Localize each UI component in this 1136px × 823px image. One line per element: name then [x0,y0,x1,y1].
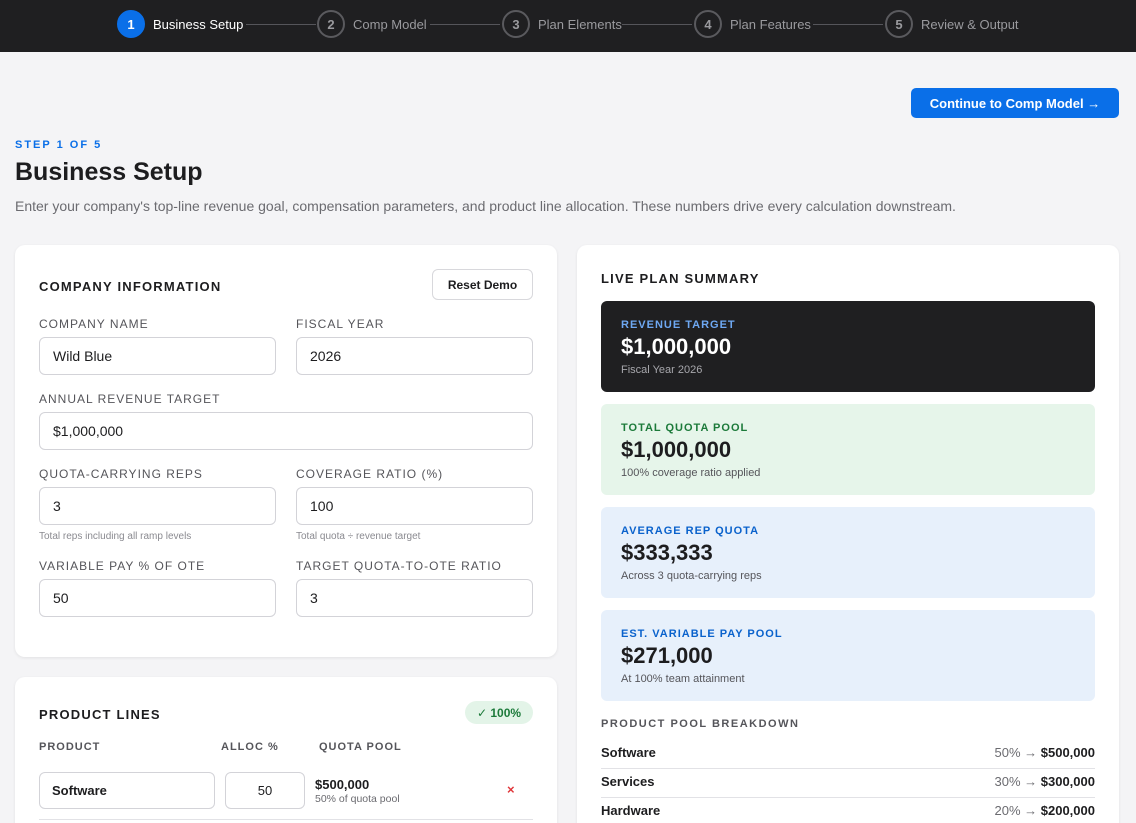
tile-label: REVENUE TARGET [621,319,736,331]
breakdown-pct: 50% → [994,745,1038,760]
step-review-output[interactable]: 5 Review & Output [885,10,1019,38]
reset-demo-button[interactable]: Reset Demo [432,269,533,300]
breakdown-product: Services [601,774,655,789]
tile-value: $271,000 [621,643,713,668]
remove-product-icon[interactable]: × [507,782,515,797]
total-quota-pool-tile: TOTAL QUOTA POOL $1,000,000 100% coverag… [601,404,1095,495]
step-label: Plan Features [730,16,811,32]
live-plan-summary-card: LIVE PLAN SUMMARY REVENUE TARGET $1,000,… [577,245,1119,823]
breakdown-amount: $300,000 [1040,774,1095,789]
variable-pay-input[interactable]: 50 [39,579,276,617]
allocation-status-badge: ✓ 100% [465,701,533,724]
tile-subtext: Across 3 quota-carrying reps [621,570,762,582]
quota-reps-label: QUOTA-CARRYING REPS [39,467,203,481]
quota-ote-ratio-input[interactable]: 3 [296,579,533,617]
step-number: 2 [317,10,345,38]
step-comp-model[interactable]: 2 Comp Model [317,10,427,38]
step-indicator: STEP 1 OF 5 [15,139,103,151]
step-plan-elements[interactable]: 3 Plan Elements [502,10,622,38]
column-header-alloc: ALLOC % [221,741,279,753]
breakdown-pct: 20% → [994,803,1038,818]
breakdown-product: Software [601,745,656,760]
quota-ote-ratio-label: TARGET QUOTA-TO-OTE RATIO [296,559,502,573]
tile-label: EST. VARIABLE PAY POOL [621,628,783,640]
column-header-product: PRODUCT [39,741,101,753]
step-number: 3 [502,10,530,38]
revenue-target-input[interactable]: $1,000,000 [39,412,533,450]
breakdown-value: 50% → $500,000 [995,745,1096,760]
breakdown-row: Services 30% → $300,000 [601,769,1095,798]
breakdown-product: Hardware [601,803,661,818]
company-name-input[interactable]: Wild Blue [39,337,276,375]
product-quota-pool: $500,000 [315,777,370,792]
continue-button[interactable]: Continue to Comp Model → [911,88,1119,118]
variable-pay-pool-tile: EST. VARIABLE PAY POOL $271,000 At 100% … [601,610,1095,701]
step-business-setup[interactable]: 1 Business Setup [117,10,243,38]
row-divider [39,819,533,820]
breakdown-row: Hardware 20% → $200,000 [601,798,1095,823]
step-label: Business Setup [153,16,244,32]
breakdown-amount: $500,000 [1040,745,1095,760]
coverage-ratio-label: COVERAGE RATIO (%) [296,467,444,481]
step-connector [246,24,316,25]
quota-reps-help: Total reps including all ramp levels [39,531,192,542]
fiscal-year-label: FISCAL YEAR [296,317,385,331]
step-connector [813,24,883,25]
section-title: LIVE PLAN SUMMARY [601,271,760,286]
product-alloc-input[interactable]: 50 [225,772,305,809]
step-number: 5 [885,10,913,38]
step-label: Comp Model [353,16,427,32]
breakdown-amount: $200,000 [1040,803,1095,818]
page-description: Enter your company's top-line revenue go… [15,198,956,214]
breakdown-row: Software 50% → $500,000 [601,740,1095,769]
step-plan-features[interactable]: 4 Plan Features [694,10,811,38]
step-label: Review & Output [921,16,1019,32]
step-number: 4 [694,10,722,38]
breakdown-value: 20% → $200,000 [995,803,1096,818]
average-rep-quota-tile: AVERAGE REP QUOTA $333,333 Across 3 quot… [601,507,1095,598]
tile-subtext: Fiscal Year 2026 [621,364,703,376]
tile-subtext: 100% coverage ratio applied [621,467,761,479]
breakdown-pct: 30% → [994,774,1038,789]
revenue-target-label: ANNUAL REVENUE TARGET [39,392,221,406]
tile-subtext: At 100% team attainment [621,673,745,685]
step-connector [430,24,500,25]
tile-label: TOTAL QUOTA POOL [621,422,749,434]
section-title: COMPANY INFORMATION [39,279,222,294]
breakdown-title: PRODUCT POOL BREAKDOWN [601,718,800,730]
fiscal-year-input[interactable]: 2026 [296,337,533,375]
step-label: Plan Elements [538,16,622,32]
coverage-ratio-input[interactable]: 100 [296,487,533,525]
step-number: 1 [117,10,145,38]
company-name-label: COMPANY NAME [39,317,149,331]
page-title: Business Setup [15,158,203,186]
section-title: PRODUCT LINES [39,707,161,722]
variable-pay-label: VARIABLE PAY % OF OTE [39,559,206,573]
revenue-target-tile: REVENUE TARGET $1,000,000 Fiscal Year 20… [601,301,1095,392]
tile-value: $1,000,000 [621,334,732,359]
quota-reps-input[interactable]: 3 [39,487,276,525]
product-lines-card: PRODUCT LINES ✓ 100% PRODUCT ALLOC % QUO… [15,677,557,823]
wizard-stepper: 1 Business Setup 2 Comp Model 3 Plan Ele… [0,0,1136,52]
coverage-ratio-help: Total quota ÷ revenue target [296,531,421,542]
tile-value: $1,000,000 [621,437,732,462]
column-header-quota-pool: QUOTA POOL [319,741,402,753]
breakdown-value: 30% → $300,000 [995,774,1096,789]
product-quota-pool-share: 50% of quota pool [315,793,400,805]
step-connector [622,24,692,25]
tile-value: $333,333 [621,540,713,565]
company-information-card: COMPANY INFORMATION Reset Demo COMPANY N… [15,245,557,657]
tile-label: AVERAGE REP QUOTA [621,525,760,537]
product-name-input[interactable]: Software [39,772,215,809]
